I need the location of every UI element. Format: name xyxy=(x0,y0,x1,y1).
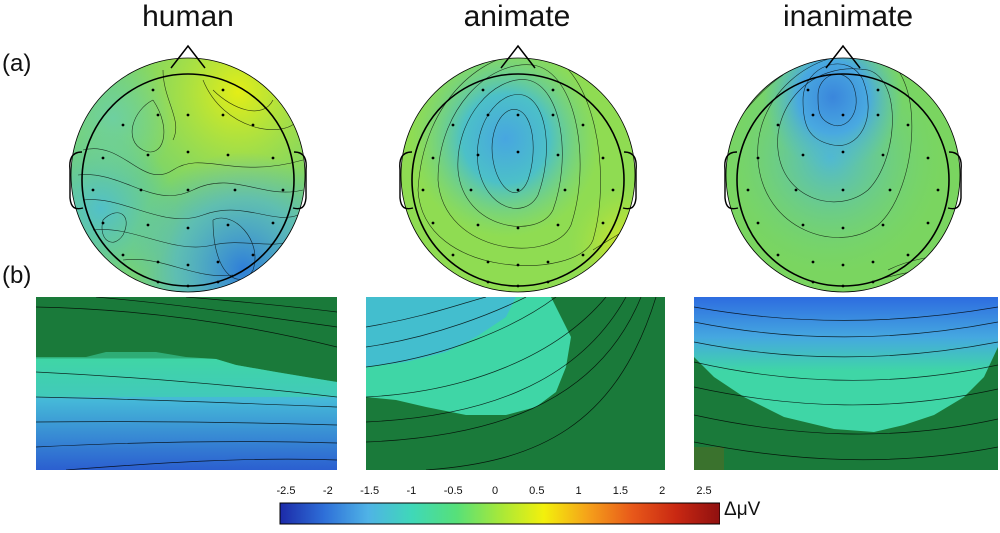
colorbar-tick-label: -0.5 xyxy=(443,485,463,497)
row-label-a: (a) xyxy=(2,50,32,77)
colorbar-tick-label: -1 xyxy=(406,485,417,497)
colorbar-tick-label: -2.5 xyxy=(276,485,296,497)
topomap-inanimate xyxy=(718,40,968,300)
heatmap-inanimate xyxy=(694,297,998,470)
title-animate: animate xyxy=(463,0,571,33)
colorbar-tick-label: 1 xyxy=(575,485,582,497)
colorbar-tick-label: 0 xyxy=(491,485,499,497)
colorbar-gradient xyxy=(279,502,720,525)
colorbar: -2.5 -2 -1.5 -1 -0.5 0 0.5 1 1.5 2 2.5 ΔμV xyxy=(270,485,770,533)
topomap-animate xyxy=(393,40,643,300)
colorbar-tick-label: 1.5 xyxy=(612,485,629,497)
colorbar-tick-label: 0.5 xyxy=(529,485,545,497)
colorbar-tick-label: 2 xyxy=(659,485,666,497)
title-human: human xyxy=(142,0,234,33)
colorbar-tick-label: 2.5 xyxy=(696,485,712,497)
heatmap-animate xyxy=(366,297,665,470)
colorbar-tick-label: -2 xyxy=(322,485,333,497)
heatmap-human xyxy=(36,297,337,470)
title-inanimate: inanimate xyxy=(782,0,914,33)
colorbar-unit: ΔμV xyxy=(724,499,761,520)
topomap-human xyxy=(63,40,313,300)
colorbar-tick-label: -1.5 xyxy=(360,485,380,497)
row-label-b: (b) xyxy=(2,262,32,289)
